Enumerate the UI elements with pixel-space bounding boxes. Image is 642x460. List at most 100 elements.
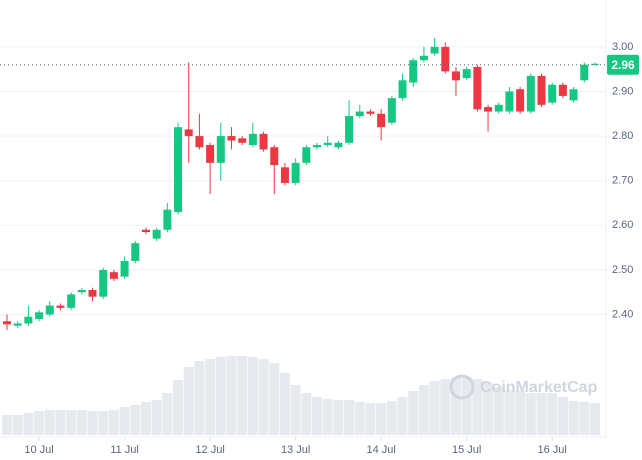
candle-body	[526, 75, 535, 112]
candle-body	[451, 71, 460, 81]
candle-body	[3, 321, 11, 325]
watermark-logo	[449, 374, 475, 400]
volume-bar	[215, 357, 226, 435]
candle-body	[569, 89, 578, 101]
volume-bar	[536, 393, 547, 435]
volume-bar	[589, 403, 600, 435]
x-tick-label: 10 Jul	[24, 444, 53, 456]
candle-body	[377, 113, 386, 128]
candle-body	[505, 91, 514, 112]
y-tick-label: 2.50	[612, 264, 633, 276]
volume-bar	[418, 385, 429, 435]
y-tick-label: 2.80	[612, 130, 633, 142]
volume-bar	[333, 400, 344, 435]
volume-bar	[279, 373, 290, 435]
volume-bar	[344, 400, 355, 435]
volume-bar	[247, 357, 258, 435]
candle-body	[120, 261, 129, 277]
candle-body	[131, 243, 140, 261]
candle-body	[24, 316, 33, 324]
y-tick-label: 2.40	[612, 308, 633, 320]
volume-bar	[76, 410, 87, 435]
candle-body	[259, 133, 268, 150]
x-tick-label: 14 Jul	[366, 444, 395, 456]
volume-bar	[23, 413, 34, 435]
volume-bar	[55, 410, 66, 435]
volume-bar	[162, 393, 173, 435]
candle-body	[163, 209, 172, 230]
volume-bar	[408, 391, 419, 435]
volume-bar	[557, 397, 568, 435]
volume-bar	[472, 379, 483, 435]
candle-body	[184, 129, 193, 137]
candle-body	[484, 107, 493, 112]
volume-bar	[397, 397, 408, 435]
volume-bar	[483, 383, 494, 435]
volume-bar	[2, 415, 12, 435]
volume-bar	[66, 410, 77, 435]
current-price-box	[607, 54, 639, 75]
candle-body	[56, 305, 65, 308]
volume-bar	[547, 393, 558, 435]
candle-body	[270, 147, 279, 166]
volume-bar	[461, 377, 472, 435]
volume-bar	[450, 377, 461, 435]
candle-body	[387, 98, 396, 123]
candle-body	[45, 305, 54, 315]
y-tick-label: 2.60	[612, 219, 633, 231]
volume-bar	[12, 415, 23, 435]
volume-bar	[205, 359, 216, 435]
candle-body	[141, 229, 150, 232]
volume-bar	[504, 390, 515, 435]
candle-body	[590, 63, 599, 65]
y-tick-label: 2.70	[612, 175, 633, 187]
volume-bar	[429, 381, 440, 435]
candle-body	[77, 290, 86, 293]
volume-bar	[87, 411, 98, 435]
volume-bar	[130, 405, 141, 435]
candle-body	[355, 111, 364, 116]
volume-bar	[140, 402, 151, 435]
volume-bar	[354, 402, 365, 435]
x-tick-label: 11 Jul	[110, 444, 139, 456]
volume-bar	[173, 380, 184, 435]
candle-body	[99, 269, 108, 297]
candle-body	[548, 84, 557, 103]
volume-bar	[290, 385, 301, 435]
volume-bar	[386, 401, 397, 435]
volume-bar	[183, 367, 194, 435]
x-tick-label: 16 Jul	[538, 444, 567, 456]
candle-body	[109, 272, 118, 279]
y-tick-label: 3.00	[612, 41, 633, 53]
x-tick-label: 15 Jul	[452, 444, 481, 456]
candle-body	[195, 136, 204, 148]
volume-bar	[44, 410, 55, 435]
candle-body	[88, 290, 97, 297]
candle-body	[248, 133, 257, 145]
candle-body	[409, 60, 418, 83]
candle-body	[67, 294, 76, 308]
candle-body	[238, 138, 247, 143]
candle-body	[430, 46, 439, 54]
volume-bar	[440, 379, 451, 435]
volume-bar	[34, 411, 45, 435]
candle-body	[537, 75, 546, 105]
candle-body	[13, 323, 22, 326]
volume-bar	[98, 411, 109, 435]
candle-body	[216, 136, 225, 163]
candle-body	[334, 142, 343, 148]
x-tick-label: 13 Jul	[281, 444, 310, 456]
volume-bar	[376, 403, 387, 435]
volume-bar	[194, 361, 205, 435]
volume-bar	[568, 401, 579, 435]
volume-bar	[322, 399, 333, 435]
candle-body	[345, 116, 354, 143]
volume-bar	[226, 356, 237, 435]
volume-bar	[237, 356, 248, 435]
x-tick-label: 12 Jul	[195, 444, 224, 456]
candle-body	[152, 229, 161, 239]
watermark: CoinMarketCap	[480, 379, 598, 396]
candle-body	[323, 142, 332, 145]
volume-bar	[579, 402, 590, 435]
candle-body	[398, 80, 407, 99]
